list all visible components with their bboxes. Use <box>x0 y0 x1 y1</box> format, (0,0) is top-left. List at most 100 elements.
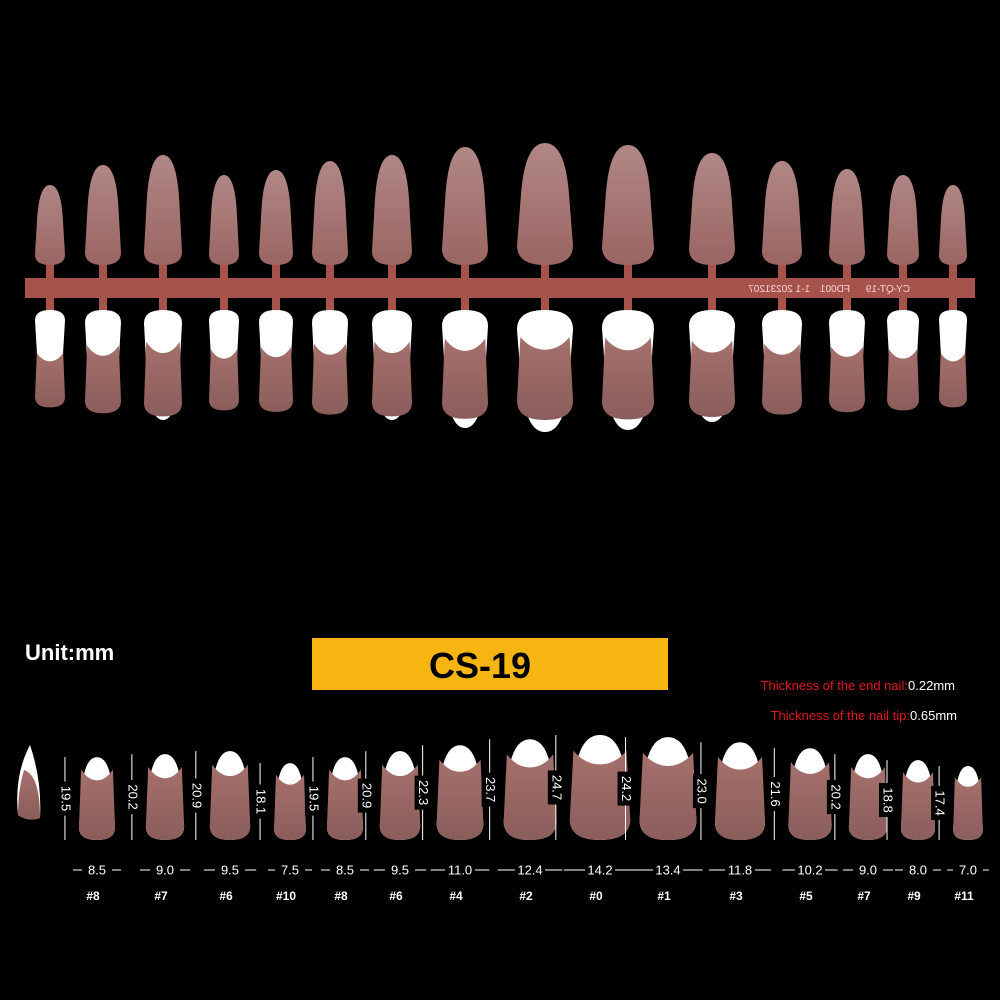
tray-nail <box>259 170 293 265</box>
thickness-line: Thickness of the end nail:0.22mm <box>761 678 955 693</box>
tray-bar <box>25 278 975 298</box>
height-label: 22.3 <box>416 780 431 805</box>
tray-label: FD001 <box>820 284 850 295</box>
tray-nail-body <box>144 341 182 417</box>
thickness-value: 0.22mm <box>908 678 955 693</box>
size-label: #3 <box>729 889 743 903</box>
width-label-bg <box>725 862 755 878</box>
height-label-bg <box>766 777 783 812</box>
height-label: 23.7 <box>483 777 498 802</box>
height-label-bg <box>123 780 140 815</box>
height-label: 17.4 <box>933 790 948 815</box>
nail-body <box>901 772 935 840</box>
width-label-bg <box>853 862 883 878</box>
size-label: #8 <box>86 889 100 903</box>
nail-body <box>326 769 364 840</box>
tray-nail-body <box>517 337 573 420</box>
tray-nail-body <box>829 346 865 413</box>
nail-body <box>274 774 306 840</box>
width-label: 7.5 <box>281 862 299 877</box>
height-label-bg <box>187 778 204 813</box>
height-label-bg <box>692 774 709 809</box>
height-label-bg <box>56 781 73 816</box>
nail-row: 19.5 8.5 #8 20.2 9.0 #7 20.9 9.5 #6 18.1 7.5 #10 19.… <box>56 735 989 903</box>
width-label: 8.0 <box>909 862 927 877</box>
tray-labels: CY-QT-19 FD001 1-1 20231207 <box>748 284 910 295</box>
width-label: 8.5 <box>336 862 354 877</box>
tray-nail-body <box>259 347 293 412</box>
tray-stem <box>778 260 786 316</box>
height-label-bg <box>414 775 431 810</box>
width-label-bg <box>275 862 305 878</box>
width-label: 9.0 <box>156 862 174 877</box>
height-label: 23.0 <box>694 778 709 803</box>
unit-label: Unit:mm <box>25 640 114 665</box>
height-label: 20.2 <box>828 784 843 809</box>
tray-stem <box>843 260 851 316</box>
tray-nail <box>762 161 802 265</box>
tray-stem <box>949 260 957 316</box>
width-label: 9.0 <box>859 862 877 877</box>
tray-nail <box>209 175 239 265</box>
nail-body <box>953 777 983 840</box>
size-label: #0 <box>589 889 603 903</box>
size-label: #11 <box>954 889 974 903</box>
height-label: 20.2 <box>125 784 140 809</box>
side-profile <box>17 745 41 820</box>
height-label: 24.7 <box>549 775 564 800</box>
nail-body <box>503 754 557 840</box>
width-label: 11.0 <box>448 862 472 877</box>
tray-nail-body <box>85 345 121 414</box>
height-label-bg <box>357 778 374 813</box>
width-label: 9.5 <box>391 862 409 877</box>
nail-body <box>848 767 888 840</box>
nail-body <box>639 752 697 840</box>
height-label: 19.5 <box>59 786 74 811</box>
tray-stem <box>899 260 907 316</box>
tray-nail <box>35 185 65 265</box>
thickness-label: Thickness of the nail tip: <box>771 708 910 723</box>
height-label-bg <box>481 772 498 807</box>
tray-nail-body <box>602 337 654 420</box>
size-label: #10 <box>276 889 296 903</box>
tray-nail-body <box>762 343 802 415</box>
width-label-bg <box>150 862 180 878</box>
height-label: 18.8 <box>881 787 896 812</box>
nail-body <box>379 764 421 840</box>
size-label: #1 <box>657 889 671 903</box>
tray-nail-body <box>442 338 488 419</box>
tray-nail-body <box>689 340 735 417</box>
tray-nail-body <box>209 349 239 411</box>
tray-nail <box>829 169 865 265</box>
width-label: 11.8 <box>728 862 752 877</box>
width-label-bg <box>385 862 415 878</box>
width-label: 8.5 <box>88 862 106 877</box>
size-label: #5 <box>799 889 813 903</box>
height-label: 20.9 <box>359 783 374 808</box>
tray-nail <box>144 155 182 265</box>
size-label: #6 <box>389 889 403 903</box>
tray-nail-body <box>372 341 412 417</box>
nail-body <box>145 767 185 840</box>
height-label-bg <box>826 780 843 815</box>
tray-nail <box>517 143 573 265</box>
nail-body <box>714 756 766 840</box>
tray-nail-body <box>312 343 348 415</box>
tray-nail <box>602 145 654 265</box>
tray-stem <box>461 260 469 316</box>
tray-stem <box>159 260 167 316</box>
height-label-bg <box>547 770 564 805</box>
height-label-bg <box>252 784 269 819</box>
tray-stem <box>388 260 396 316</box>
width-label-bg <box>585 862 615 878</box>
tray-nail-body <box>35 353 65 408</box>
height-label: 24.2 <box>619 776 634 801</box>
size-label: #6 <box>219 889 233 903</box>
height-label-bg <box>304 781 321 816</box>
size-label: #8 <box>334 889 348 903</box>
width-label-bg <box>445 862 475 878</box>
width-label: 10.2 <box>797 862 822 877</box>
width-label: 12.4 <box>517 862 542 877</box>
